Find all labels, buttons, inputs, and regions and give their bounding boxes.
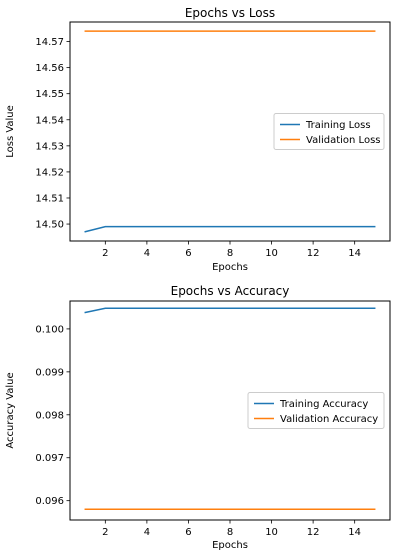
x-tick-label: 14 (348, 527, 361, 538)
x-tick-label: 12 (307, 248, 320, 259)
chart-title: Epochs vs Loss (185, 6, 275, 20)
x-tick-label: 8 (227, 248, 233, 259)
x-tick-label: 6 (185, 527, 191, 538)
x-tick-label: 4 (144, 248, 150, 259)
x-tick-label: 12 (307, 527, 320, 538)
y-tick-label: 0.100 (35, 324, 64, 335)
legend-label: Training Accuracy (279, 399, 368, 410)
series-line-1 (84, 307, 376, 314)
legend-label: Training Loss (305, 120, 371, 131)
y-tick-label: 14.54 (35, 115, 64, 126)
x-tick-label: 4 (144, 527, 150, 538)
legend-label: Validation Loss (306, 135, 381, 146)
y-axis-label: Accuracy Value (5, 372, 16, 448)
chart-panel-2: Epochs vs Accuracy 2 4 6 8 10 12 14 0.096 0.097 0.… (5, 284, 391, 551)
legend-box (247, 392, 385, 429)
x-tick-label: 2 (102, 527, 108, 538)
y-tick-label: 0.096 (35, 496, 64, 507)
y-tick-label: 14.50 (35, 220, 64, 231)
series-line-1 (84, 225, 376, 233)
y-tick-label: 14.56 (35, 63, 64, 74)
y-tick-label: 14.52 (35, 167, 64, 178)
y-tick-label: 14.51 (35, 193, 64, 204)
x-tick-label: 10 (265, 527, 278, 538)
chart-title: Epochs vs Accuracy (171, 284, 290, 298)
y-tick-label: 0.099 (35, 367, 64, 378)
y-tick-label: 14.55 (35, 89, 64, 100)
x-tick-label: 2 (102, 248, 108, 259)
chart-panel-1: Epochs vs Loss 2 4 6 8 10 12 14 14.50 14.51 14.52 1… (5, 6, 391, 273)
legend-label: Validation Accuracy (280, 414, 378, 425)
x-axis-label: Epochs (212, 540, 248, 551)
legend: Training Loss Validation Loss (273, 113, 385, 150)
x-axis-label: Epochs (212, 262, 248, 273)
y-tick-label: 0.097 (35, 453, 64, 464)
y-tick-label: 14.57 (35, 37, 64, 48)
x-tick-label: 6 (185, 248, 191, 259)
legend-box (273, 113, 385, 150)
x-tick-label: 14 (348, 248, 361, 259)
y-tick-label: 14.53 (35, 141, 64, 152)
x-tick-label: 8 (227, 527, 233, 538)
y-tick-label: 0.098 (35, 410, 64, 421)
x-tick-label: 10 (265, 248, 278, 259)
y-axis-label: Loss Value (5, 105, 16, 158)
legend: Training Accuracy Validation Accuracy (247, 392, 385, 429)
